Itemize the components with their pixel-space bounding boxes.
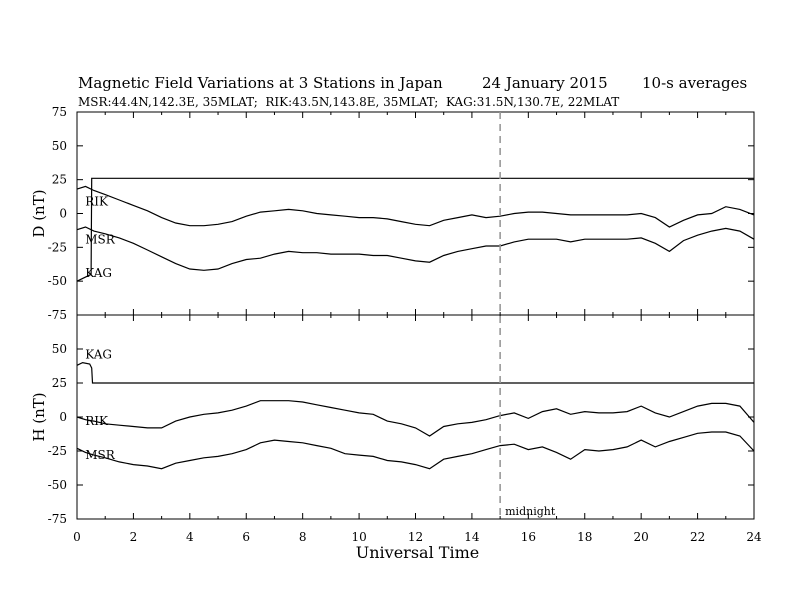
x-tick-label: 4	[186, 530, 194, 544]
y-tick-label: 75	[52, 105, 67, 119]
y-tick-label: -25	[48, 444, 67, 458]
x-tick-label: 18	[577, 530, 592, 544]
series-label-kag: KAG	[85, 266, 112, 280]
series-label-rik: RIK	[85, 414, 109, 428]
averaging-label: 10-s averages	[642, 74, 748, 92]
x-tick-label: 12	[408, 530, 423, 544]
y-tick-label: 25	[52, 376, 67, 390]
x-tick-label: 22	[690, 530, 705, 544]
series-line-msr	[76, 431, 755, 470]
panel-d: 75 50 25 0 -25 -50 -75 D (nT) RIK MSR KAG	[30, 105, 755, 322]
panel-frame	[76, 111, 755, 316]
y-tick-label: 0	[59, 207, 67, 221]
x-tick-label: 6	[242, 530, 250, 544]
midnight-label: midnight	[505, 505, 556, 518]
y-tick-label: 25	[52, 173, 67, 187]
x-tick-label: 10	[351, 530, 366, 544]
chart-title: Magnetic Field Variations at 3 Stations …	[78, 74, 443, 92]
series-label-rik: RIK	[85, 194, 109, 208]
x-tick-label: 2	[130, 530, 138, 544]
y-tick-label: 50	[52, 342, 67, 356]
x-axis-label: Universal Time	[356, 543, 479, 562]
y-tick-label: -75	[48, 308, 67, 322]
x-tick-label: 14	[464, 530, 480, 544]
series-line-rik	[76, 185, 755, 228]
series-label-msr: MSR	[85, 232, 116, 246]
series-line-rik	[76, 400, 755, 437]
series-line-kag	[76, 361, 754, 384]
y-axis-label: D (nT)	[30, 189, 48, 237]
stations-subtitle: MSR:44.4N,142.3E, 35MLAT; RIK:43.5N,143.…	[78, 95, 620, 109]
y-axis-label: H (nT)	[30, 392, 48, 441]
y-tick-label: -50	[48, 274, 67, 288]
y-tick-label: -50	[48, 478, 67, 492]
y-tick-label: 50	[52, 139, 67, 153]
chart-date: 24 January 2015	[482, 74, 608, 92]
series-line-msr	[76, 226, 755, 271]
panel-frame	[76, 314, 755, 520]
panel-h: 50 25 0 -25 -50 -75 H (nT) KAG RIK MSR	[30, 314, 755, 526]
x-tick-label: 24	[746, 530, 762, 544]
x-tick-label: 0	[73, 530, 81, 544]
x-tick-label: 20	[634, 530, 649, 544]
x-tick-label: 16	[521, 530, 536, 544]
series-label-kag: KAG	[85, 348, 112, 362]
x-tick-label: 8	[299, 530, 307, 544]
y-tick-label: -25	[48, 240, 67, 254]
series-label-msr: MSR	[85, 448, 116, 462]
y-tick-label: 0	[59, 410, 67, 424]
y-tick-label: -75	[48, 512, 67, 526]
series-line-kag	[76, 177, 754, 282]
